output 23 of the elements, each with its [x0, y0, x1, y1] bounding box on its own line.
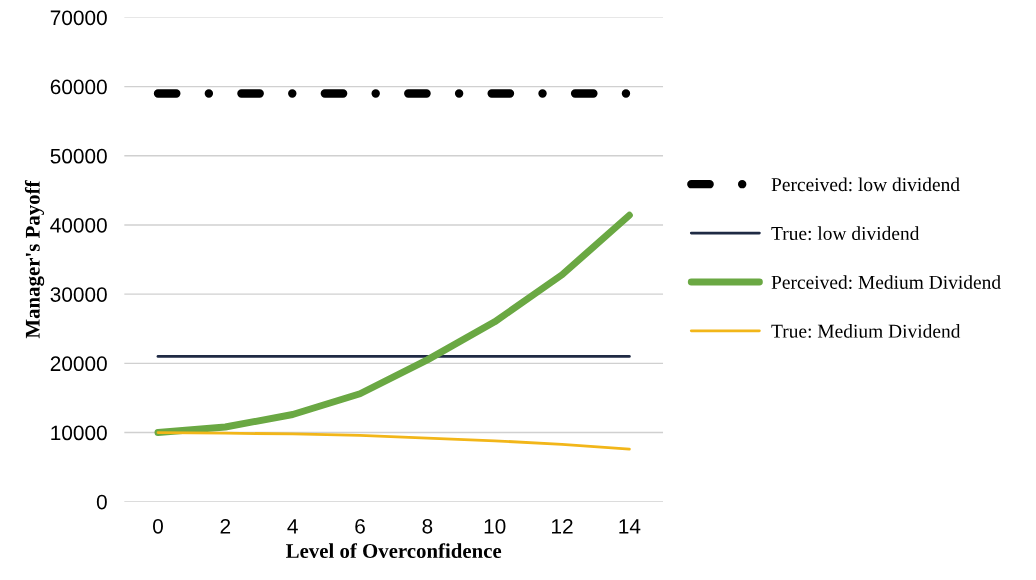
y-tick-label: 70000	[50, 10, 107, 26]
x-tick-label: 2	[220, 518, 231, 534]
x-tick-label: 12	[552, 518, 573, 534]
legend-label: Perceived: low dividend	[771, 177, 960, 192]
y-tick-label: 40000	[50, 217, 107, 233]
legend-label: True: low dividend	[771, 226, 920, 241]
x-tick-label: 14	[619, 519, 641, 534]
x-tick-label: 0	[153, 518, 163, 534]
legend-label: Perceived: Medium Dividend	[771, 275, 1001, 289]
legend-label: True: Medium Dividend	[771, 324, 961, 338]
y-tick-label: 20000	[50, 356, 107, 372]
y-axis-title: Manager's Payoff	[24, 180, 45, 339]
x-tick-label: 8	[422, 518, 433, 534]
x-axis-title: Level of Overconfidence	[286, 543, 502, 558]
x-tick-label: 6	[355, 518, 365, 534]
y-tick-label: 50000	[50, 148, 107, 164]
y-tick-label: 10000	[51, 425, 107, 441]
y-tick-label: 0	[96, 494, 107, 510]
y-tick-label: 60000	[50, 79, 107, 95]
x-tick-label: 4	[287, 519, 298, 534]
y-tick-label: 30000	[50, 287, 107, 302]
x-tick-label: 10	[484, 518, 506, 534]
line-series	[156, 431, 631, 451]
